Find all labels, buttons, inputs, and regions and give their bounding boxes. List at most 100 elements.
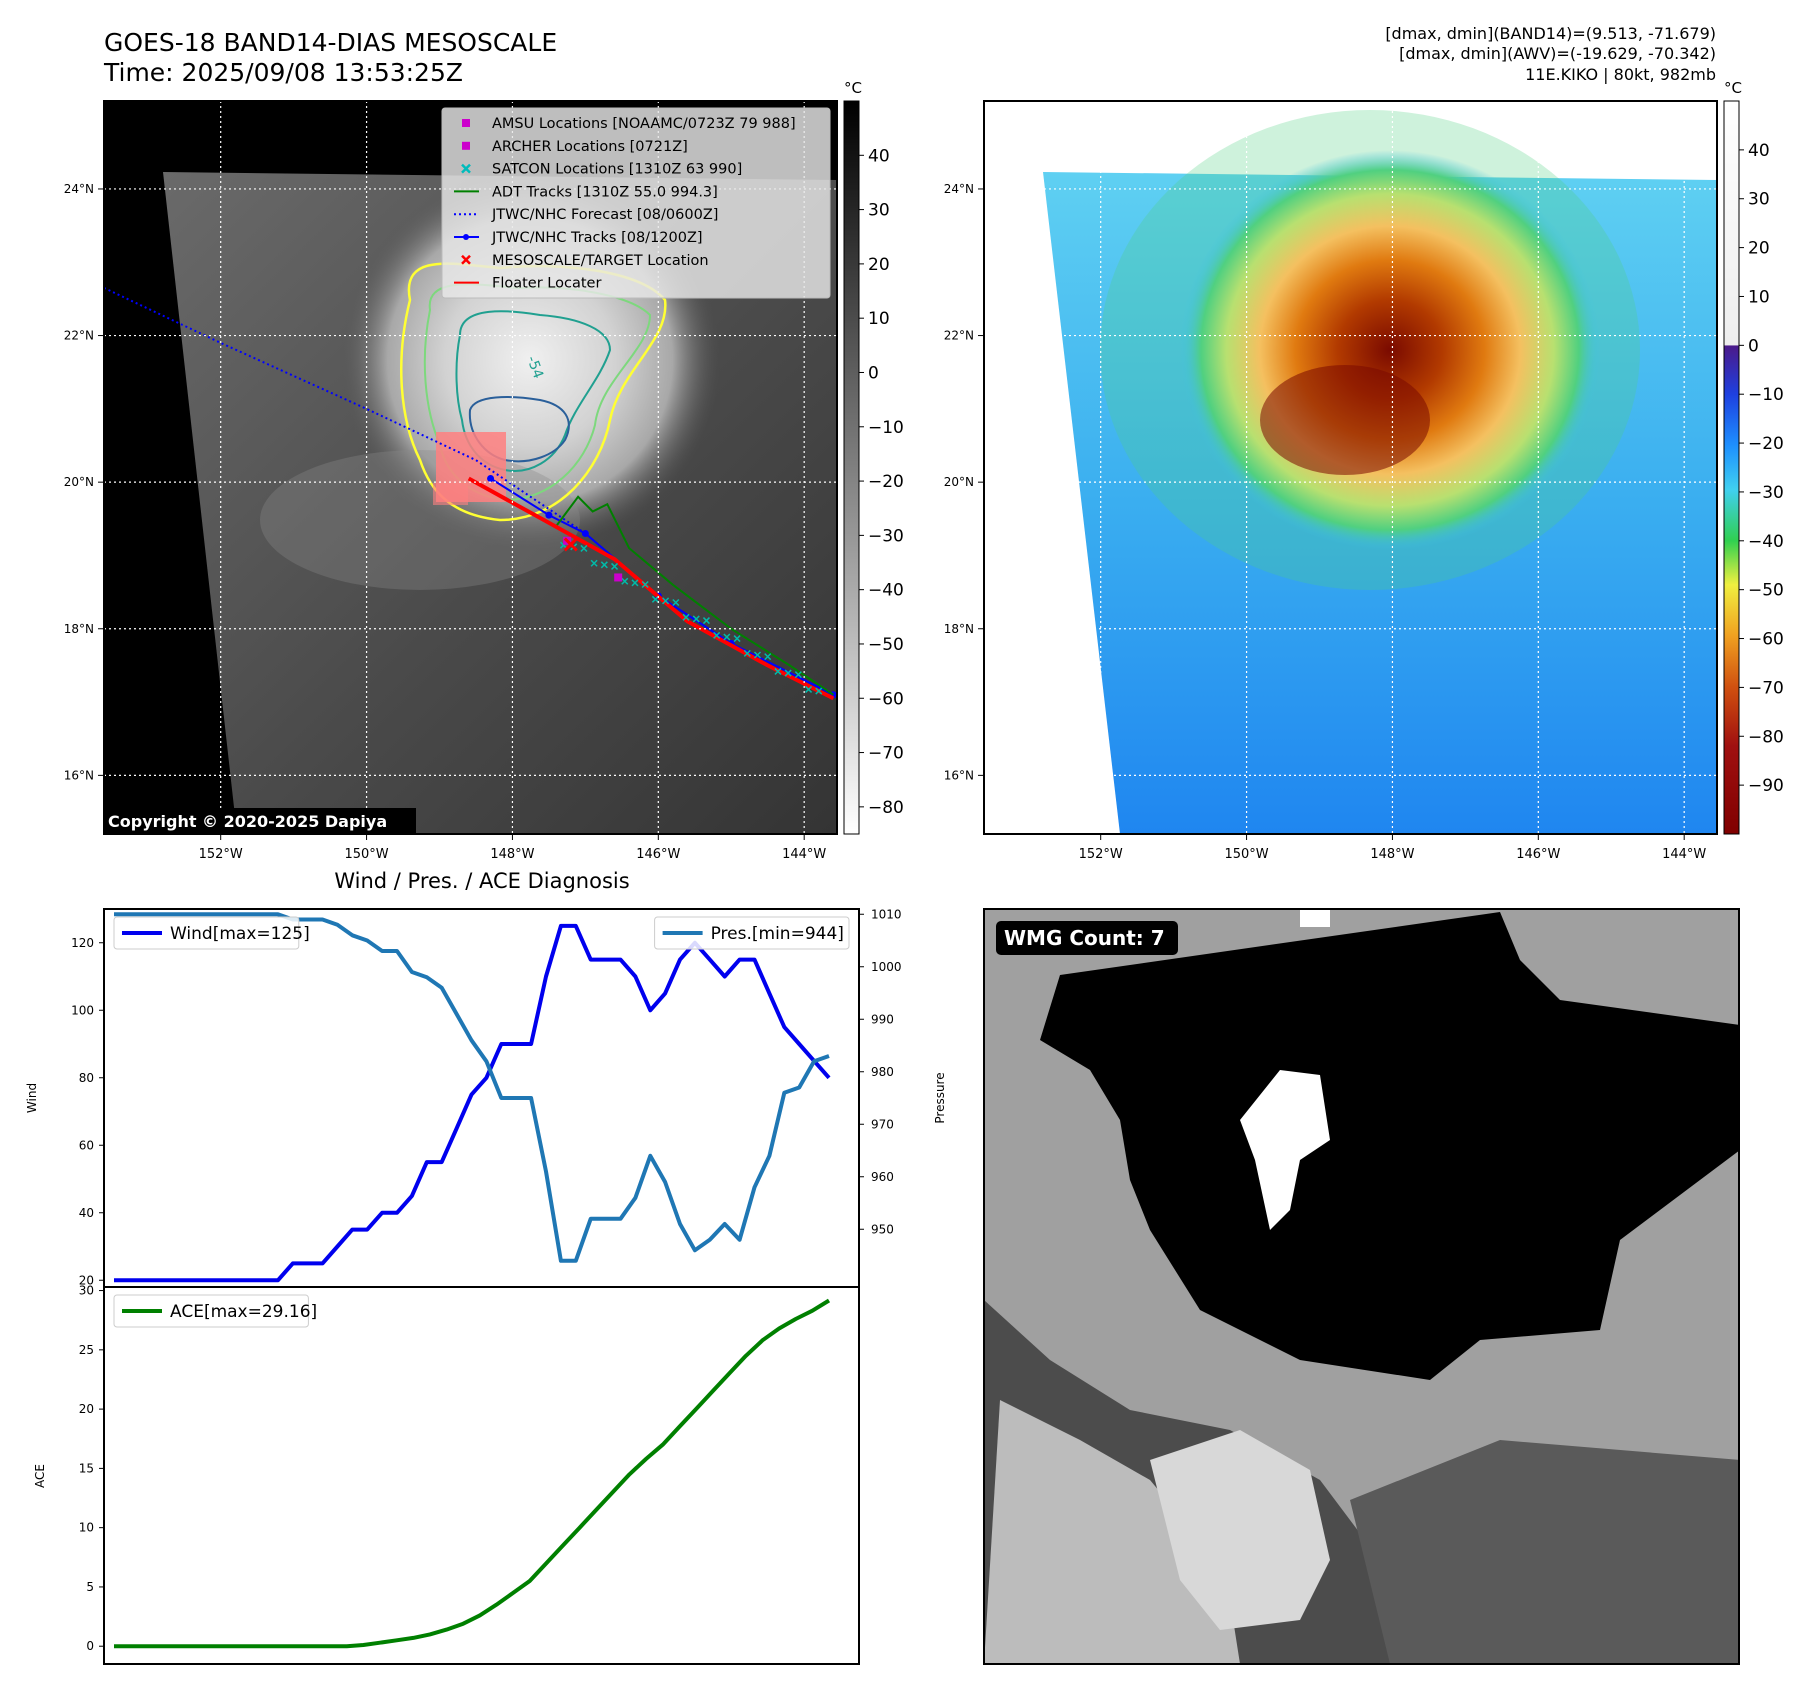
wind-axis-label: Wind [25,1083,39,1113]
lat-tick-label: 20°N [64,475,94,489]
lat-tick-label: 22°N [944,329,974,343]
ir-map-panel: -54 152°W 150°W 148°W 146°W 144°W 24°N 22°N 20°… [64,100,838,862]
figure-title-line2: Time: 2025/09/08 13:53:25Z [103,58,463,87]
archer-box-lower [433,483,468,505]
contour-teal [455,310,612,472]
colorbar-tick-label: 20 [1748,239,1770,259]
y-right-tick-label: 960 [871,1170,894,1184]
y-right-tick-label: 1000 [871,960,902,974]
wmg-dark-lower-right [1350,1440,1739,1664]
legend-label: ADT Tracks [1310Z 55.0 994.3] [492,184,718,200]
legend-label: SATCON Locations [1310Z 63 990] [492,162,742,178]
satcon-marker [753,651,762,659]
ir-cloud-band [260,450,580,590]
wind-pressure-chart: 20 40 60 80 100 120 950 960 970 980 990 1000 1010 Win… [71,907,902,1288]
lat-tick-label: 16°N [944,768,974,782]
colorbar-tick-label: −40 [1748,532,1784,552]
copyright-box [104,808,416,834]
lat-tick-label: 24°N [64,182,94,196]
colorbar-tick-label: 40 [868,146,890,166]
stat-line-awv: [dmax, dmin](AWV)=(-19.629, -70.342) [1399,44,1716,63]
wmg-count-label: WMG Count: 7 [1004,926,1165,950]
colorbar-tick-label: −80 [868,798,904,818]
wind-chart-frame [103,908,860,1288]
y-tick-label: 40 [79,1206,94,1220]
satcon-marker [713,631,721,639]
satcon-marker [764,653,772,661]
target-marker [563,537,578,552]
lon-tick-label: 146°W [636,847,680,862]
lon-tick-label: 150°W [1224,847,1268,862]
ir-colorbar-gradient [843,100,860,835]
satcon-marker [631,579,639,587]
wv-map-ticks: 152°W 150°W 148°W 146°W 144°W 24°N 22°N 20°N 18°… [944,182,1707,862]
y-tick-label: 120 [71,936,94,950]
pressure-axis-label: Pressure [933,1072,947,1123]
legend-label: Floater Locater [492,276,601,292]
colorbar-tick-label: 30 [1748,190,1770,210]
diagnosis-title: Wind / Pres. / ACE Diagnosis [334,869,629,893]
colorbar-tick-label: −10 [1748,385,1784,405]
colorbar-tick-label: −20 [1748,434,1784,454]
y-tick-label: 20 [79,1402,94,1416]
legend-box [113,916,300,950]
lat-tick-label: 18°N [944,622,974,636]
colorbar-tick-label: −60 [868,689,904,709]
wmg-count-box [996,921,1178,955]
satcon-marker [590,559,598,567]
lat-tick-label: 22°N [64,329,94,343]
ir-map-frame [103,100,838,835]
wmg-warm-region [1240,1070,1330,1230]
legend-label: AMSU Locations [NOAAMC/0723Z 79 988] [492,116,796,132]
wv-gridlines [984,101,1717,834]
legend-text: Wind[max=125] [170,924,310,944]
satcon-marker [784,669,792,677]
satcon-marker [641,580,649,589]
satcon-marker [815,687,823,695]
wv-colorbar-ticks: 40 30 20 10 0 −10 −20 −30 −40 −50 −60 −70 −80 −90 [1739,141,1784,796]
colorbar-tick-label: −70 [868,744,904,764]
forecast-track [104,286,586,535]
legend-label: JTWC/NHC Tracks [08/1200Z] [491,230,703,246]
map-legend: AMSU Locations [NOAAMC/0723Z 79 988] ARCH… [441,107,831,299]
wmg-light-mid [984,1400,1240,1664]
satcon-marker [611,562,619,570]
ir-map-ticks: 152°W 150°W 148°W 146°W 144°W 24°N 22°N 20°N 18°… [64,182,827,862]
wv-colorbar-unit: °C [1724,79,1742,97]
ace-axis-label: ACE [33,1464,47,1488]
best-track-point [487,474,495,482]
storm-info: 11E.KIKO | 80kt, 982mb [1525,65,1716,84]
y-right-tick-label: 950 [871,1222,894,1236]
lon-tick-label: 146°W [1516,847,1560,862]
colorbar-tick-label: −30 [868,526,904,546]
stat-line-band14: [dmax, dmin](BAND14)=(9.513, -71.679) [1385,24,1716,43]
satcon-marker [672,598,680,607]
wv-storm [1180,150,1600,550]
satcon-marker [621,577,629,585]
wmg-cold-region [1040,912,1739,1380]
lon-tick-label: 144°W [1662,847,1706,862]
ir-colorbar: °C 40 30 20 10 0 −10 −20 −30 −40 −50 −60 −70 −80 [843,79,904,835]
colorbar-tick-label: −10 [868,418,904,438]
amsu-marker [614,573,623,582]
y-tick-label: 60 [79,1138,94,1152]
legend-text: Pres.[min=944] [711,924,844,944]
lat-tick-label: 24°N [944,182,974,196]
colorbar-tick-label: 0 [868,363,879,383]
ir-track-layer [104,286,837,701]
legend-items: AMSU Locations [NOAAMC/0723Z 79 988] ARCH… [454,116,796,292]
colorbar-tick-label: −50 [868,635,904,655]
y-tick-label: 0 [86,1639,94,1653]
colorbar-tick-label: −30 [1748,483,1784,503]
ace-chart: 0 5 10 15 20 25 30 ACE[max=29.16] [79,1284,860,1665]
colorbar-tick-label: −20 [868,472,904,492]
wv-map-panel: 152°W 150°W 148°W 146°W 144°W 24°N 22°N 20°N 18°… [944,100,1718,862]
y-right-tick-label: 990 [871,1012,894,1026]
legend-box [654,916,850,950]
y-tick-label: 5 [86,1580,94,1594]
ace-series-line [114,1298,831,1649]
satcon-marker [651,595,659,603]
wv-colorbar: °C 40 30 20 10 0 −10 −20 −30 −40 −50 −60 −70 −80 −90 [1723,79,1784,835]
wv-map-frame [983,100,1718,835]
